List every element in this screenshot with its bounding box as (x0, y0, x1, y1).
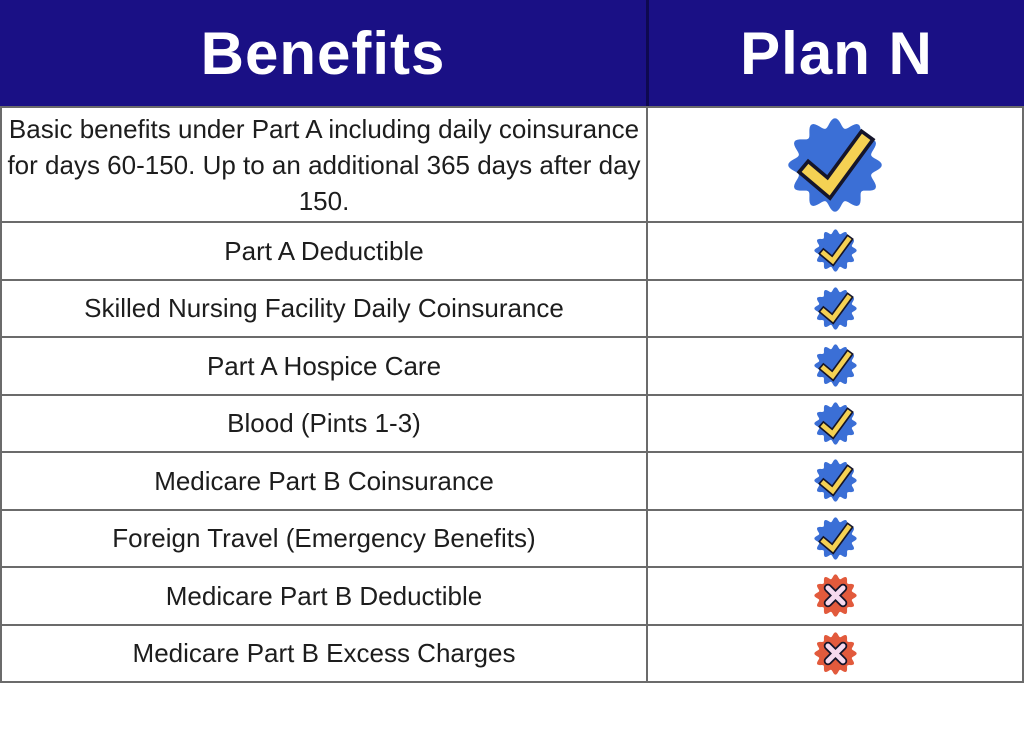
table-row: Part A Deductible (2, 221, 1022, 279)
table-header: Benefits Plan N (0, 0, 1024, 106)
table-rows: Basic benefits under Part A including da… (0, 106, 1024, 683)
plan-header-label: Plan N (740, 19, 933, 87)
table-row: Basic benefits under Part A including da… (2, 108, 1022, 221)
check-badge-icon (813, 402, 857, 445)
plan-column-header: Plan N (649, 0, 1024, 106)
plan-status-cell (648, 626, 1022, 682)
benefit-label: Medicare Part B Excess Charges (132, 638, 516, 669)
cross-badge-icon (813, 574, 857, 617)
plan-status-cell (648, 453, 1022, 509)
benefit-label: Medicare Part B Deductible (165, 580, 483, 611)
plan-status-cell (648, 396, 1022, 452)
table-row: Medicare Part B Coinsurance (2, 451, 1022, 509)
benefit-label: Basic benefits under Part A including da… (7, 113, 641, 216)
plan-status-cell (648, 108, 1022, 221)
check-badge-icon (813, 517, 857, 560)
table-row: Medicare Part B Excess Charges (2, 623, 1022, 682)
cross-badge-icon (813, 632, 857, 675)
benefit-label: Medicare Part B Coinsurance (154, 465, 494, 496)
benefit-label: Part A Hospice Care (206, 350, 442, 381)
benefit-cell: Blood (Pints 1-3) (2, 395, 648, 451)
plan-status-cell (648, 223, 1022, 279)
benefit-cell: Basic benefits under Part A including da… (2, 108, 648, 221)
benefit-cell: Foreign Travel (Emergency Benefits) (2, 510, 648, 566)
benefit-label: Part A Deductible (224, 235, 424, 266)
table-row: Skilled Nursing Facility Daily Coinsuran… (2, 278, 1022, 337)
benefit-cell: Medicare Part B Excess Charges (2, 625, 648, 681)
table-row: Medicare Part B Deductible (2, 566, 1022, 624)
benefits-column-header: Benefits (0, 0, 649, 106)
benefit-label: Foreign Travel (Emergency Benefits) (112, 523, 536, 554)
plan-status-cell (648, 511, 1022, 567)
benefit-label: Skilled Nursing Facility Daily Coinsuran… (84, 293, 564, 324)
plan-status-cell (648, 281, 1022, 337)
table-row: Foreign Travel (Emergency Benefits) (2, 508, 1022, 567)
benefit-cell: Part A Deductible (2, 223, 648, 279)
benefit-cell: Medicare Part B Coinsurance (2, 453, 648, 509)
check-badge-icon (813, 344, 857, 387)
benefit-cell: Medicare Part B Deductible (2, 568, 648, 624)
check-badge-icon (813, 229, 857, 272)
check-badge-icon (813, 459, 857, 502)
table-row: Part A Hospice Care (2, 336, 1022, 394)
table-row: Blood (Pints 1-3) (2, 393, 1022, 452)
check-badge-icon (813, 287, 857, 330)
plan-status-cell (648, 568, 1022, 624)
benefit-cell: Part A Hospice Care (2, 338, 648, 394)
benefits-header-label: Benefits (200, 19, 446, 87)
check-badge-icon (788, 117, 882, 212)
plan-status-cell (648, 338, 1022, 394)
benefit-cell: Skilled Nursing Facility Daily Coinsuran… (2, 280, 648, 336)
benefit-label: Blood (Pints 1-3) (227, 408, 421, 439)
